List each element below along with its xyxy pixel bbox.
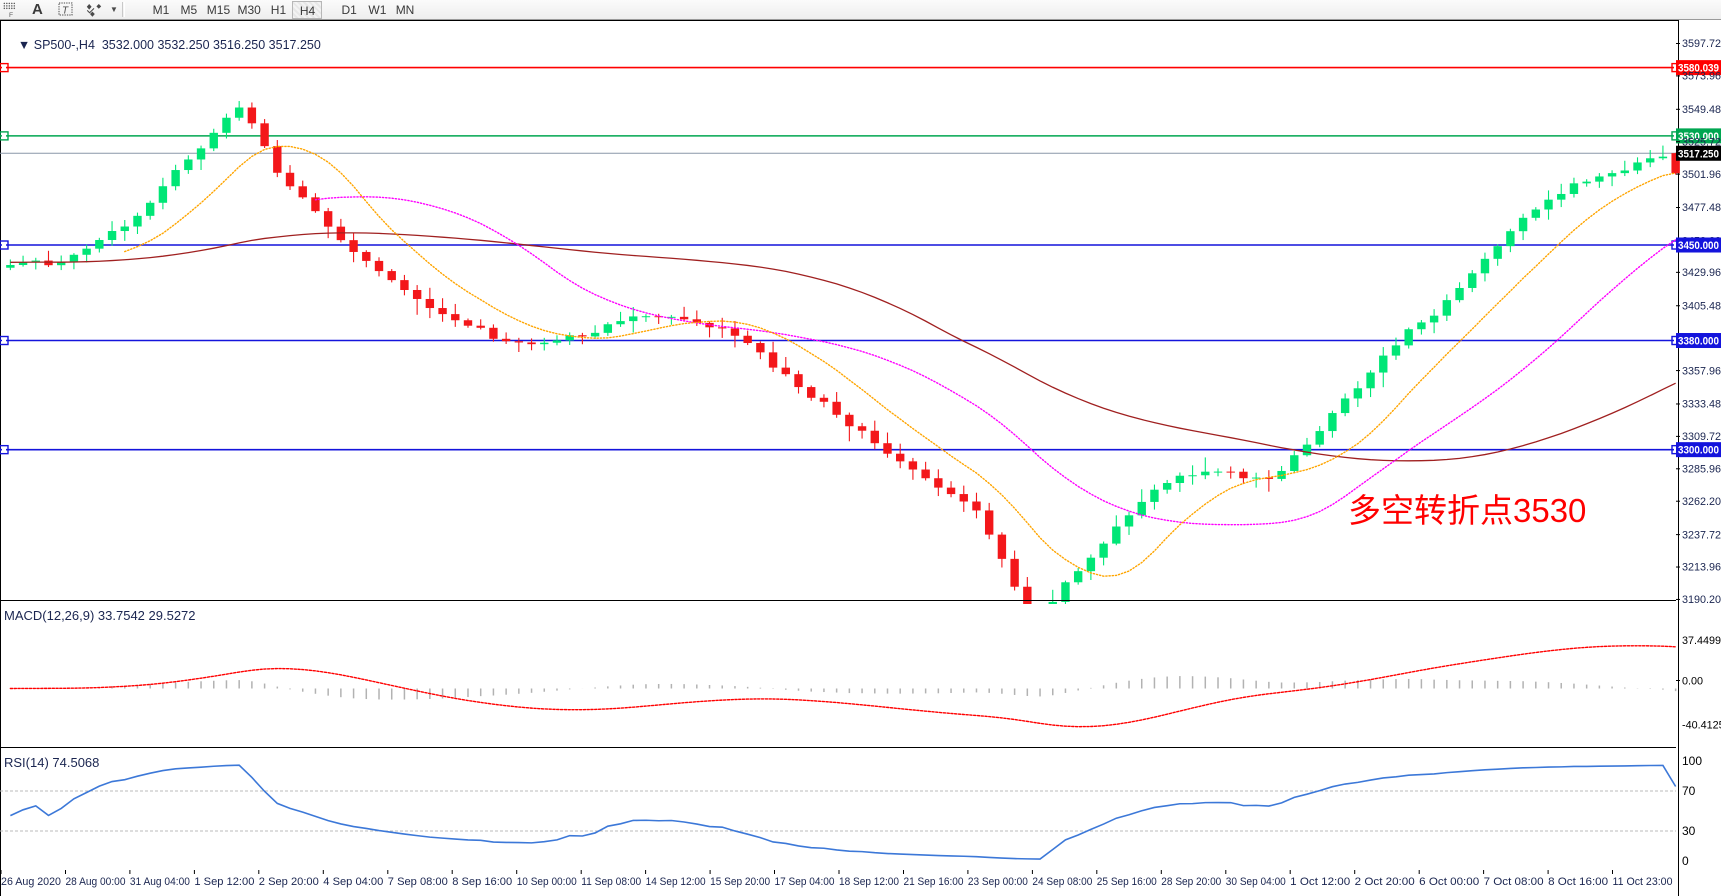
svg-text:26 Aug 2020: 26 Aug 2020 — [1, 876, 61, 888]
svg-text:0.00: 0.00 — [1682, 676, 1703, 688]
svg-text:23 Sep 00:00: 23 Sep 00:00 — [968, 876, 1028, 888]
svg-text:31 Aug 04:00: 31 Aug 04:00 — [130, 876, 190, 888]
svg-text:MACD(12,26,9) 33.7542 29.5272: MACD(12,26,9) 33.7542 29.5272 — [4, 608, 196, 623]
svg-text:3309.720: 3309.720 — [1682, 431, 1721, 443]
svg-text:3597.720: 3597.720 — [1682, 38, 1721, 50]
svg-text:37.4499: 37.4499 — [1682, 635, 1721, 647]
svg-text:6 Oct 00:00: 6 Oct 00:00 — [1419, 876, 1479, 888]
svg-text:28 Sep 20:00: 28 Sep 20:00 — [1161, 876, 1221, 888]
svg-text:18 Sep 12:00: 18 Sep 12:00 — [839, 876, 899, 888]
svg-text:1 Sep 12:00: 1 Sep 12:00 — [194, 876, 254, 888]
svg-text:100: 100 — [1682, 754, 1702, 768]
svg-text:14 Sep 12:00: 14 Sep 12:00 — [646, 876, 706, 888]
svg-text:30: 30 — [1682, 824, 1696, 838]
svg-text:3285.960: 3285.960 — [1682, 464, 1721, 476]
svg-text:3213.960: 3213.960 — [1682, 562, 1721, 574]
svg-text:2 Sep 20:00: 2 Sep 20:00 — [259, 876, 319, 888]
svg-text:8 Oct 16:00: 8 Oct 16:00 — [1548, 876, 1608, 888]
svg-text:3549.480: 3549.480 — [1682, 104, 1721, 116]
svg-text:1 Oct 12:00: 1 Oct 12:00 — [1290, 876, 1350, 888]
svg-text:11 Sep 08:00: 11 Sep 08:00 — [581, 876, 641, 888]
svg-text:8 Sep 16:00: 8 Sep 16:00 — [452, 876, 512, 888]
svg-text:7 Sep 08:00: 7 Sep 08:00 — [388, 876, 448, 888]
svg-text:3405.480: 3405.480 — [1682, 300, 1721, 312]
svg-text:30 Sep 04:00: 30 Sep 04:00 — [1226, 876, 1286, 888]
svg-text:2 Oct 20:00: 2 Oct 20:00 — [1355, 876, 1415, 888]
svg-text:10 Sep 00:00: 10 Sep 00:00 — [517, 876, 577, 888]
svg-text:F: F — [9, 12, 13, 18]
svg-text:11 Oct 23:00: 11 Oct 23:00 — [1613, 876, 1673, 888]
svg-text:24 Sep 08:00: 24 Sep 08:00 — [1032, 876, 1092, 888]
svg-text:0: 0 — [1682, 854, 1689, 868]
svg-text:3237.720: 3237.720 — [1682, 529, 1721, 541]
svg-text:3573.960: 3573.960 — [1682, 71, 1721, 83]
svg-text:-40.4125: -40.4125 — [1682, 719, 1721, 731]
svg-text:4 Sep 04:00: 4 Sep 04:00 — [323, 876, 383, 888]
svg-text:7 Oct 08:00: 7 Oct 08:00 — [1484, 876, 1544, 888]
svg-text:21 Sep 16:00: 21 Sep 16:00 — [904, 876, 964, 888]
svg-text:3429.960: 3429.960 — [1682, 267, 1721, 279]
svg-text:17 Sep 04:00: 17 Sep 04:00 — [775, 876, 835, 888]
svg-text:RSI(14) 74.5068: RSI(14) 74.5068 — [4, 755, 99, 770]
svg-text:3333.480: 3333.480 — [1682, 399, 1721, 411]
svg-text:3517.250: 3517.250 — [1678, 148, 1719, 160]
svg-text:3501.960: 3501.960 — [1682, 169, 1721, 181]
svg-text:T: T — [62, 6, 69, 17]
svg-text:25 Sep 16:00: 25 Sep 16:00 — [1097, 876, 1157, 888]
svg-text:3262.200: 3262.200 — [1682, 496, 1721, 508]
svg-text:70: 70 — [1682, 784, 1696, 798]
svg-text:15 Sep 20:00: 15 Sep 20:00 — [710, 876, 770, 888]
svg-text:多空转折点3530: 多空转折点3530 — [1348, 492, 1586, 529]
svg-text:3477.480: 3477.480 — [1682, 202, 1721, 214]
svg-text:3357.960: 3357.960 — [1682, 365, 1721, 377]
svg-text:3380.000: 3380.000 — [1678, 336, 1719, 348]
svg-text:3190.200: 3190.200 — [1682, 594, 1721, 604]
svg-text:28 Aug 00:00: 28 Aug 00:00 — [66, 876, 126, 888]
svg-text:3300.000: 3300.000 — [1678, 445, 1719, 457]
svg-text:3450.000: 3450.000 — [1678, 240, 1719, 252]
